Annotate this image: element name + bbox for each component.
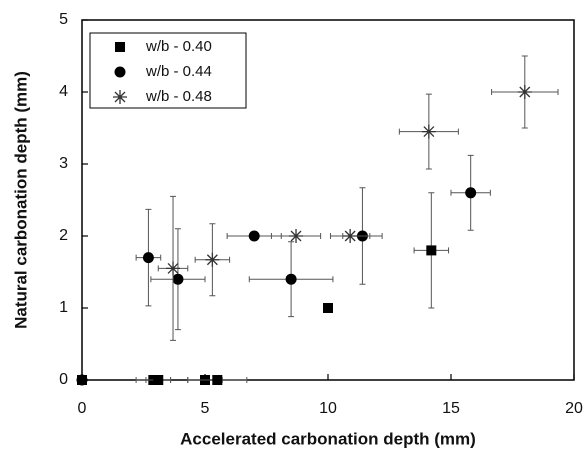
y-tick-label: 0 <box>59 371 68 388</box>
y-tick-label: 4 <box>59 83 68 100</box>
point <box>323 303 333 313</box>
legend-label: w/b - 0.44 <box>145 63 212 80</box>
point <box>153 375 164 385</box>
point <box>421 124 436 139</box>
point <box>172 273 184 285</box>
point <box>465 187 477 199</box>
point <box>142 252 154 264</box>
x-tick-label: 5 <box>201 400 210 417</box>
point <box>76 374 88 386</box>
x-axis-title: Accelerated carbonation depth (mm) <box>180 429 476 448</box>
x-tick-label: 0 <box>78 400 87 417</box>
point <box>517 85 532 99</box>
point <box>343 229 358 243</box>
y-tick-label: 2 <box>59 227 68 244</box>
y-tick-label: 3 <box>59 155 68 172</box>
point <box>285 273 297 285</box>
point <box>212 375 223 385</box>
y-axis-title: Natural carbonation depth (mm) <box>11 71 30 329</box>
legend-marker <box>115 42 125 52</box>
x-tick-label: 15 <box>442 400 460 417</box>
legend-label: w/b - 0.40 <box>145 38 212 55</box>
point <box>426 245 437 256</box>
y-tick-label: 5 <box>59 11 68 28</box>
legend-marker <box>113 90 127 104</box>
legend-label: w/b - 0.48 <box>145 88 212 105</box>
x-tick-label: 20 <box>565 400 583 417</box>
point <box>248 230 260 242</box>
legend-marker <box>114 66 126 78</box>
x-tick-label: 10 <box>319 400 337 417</box>
point <box>289 229 304 243</box>
point <box>166 261 181 276</box>
point <box>205 252 220 267</box>
y-tick-label: 1 <box>59 299 68 316</box>
